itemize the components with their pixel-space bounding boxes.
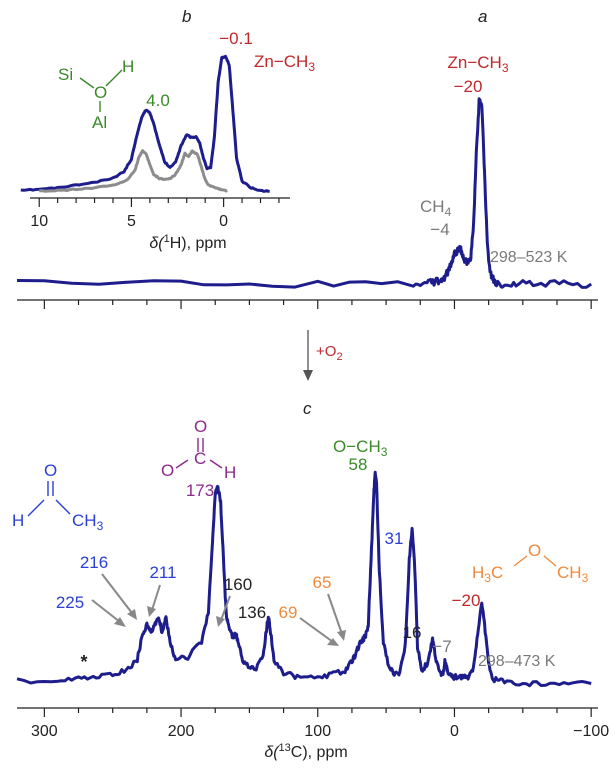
methoxy-structure: O−CH3	[333, 437, 388, 459]
tick-label-c--100: −100	[573, 723, 609, 740]
tick-label-c-100: 100	[304, 723, 331, 740]
tick-label-c-0: 0	[450, 723, 459, 740]
peak-label-minus7: −7	[432, 637, 451, 656]
panel-a-peak-label-ch4: −4	[430, 220, 449, 239]
panel-a-temperature: 298–523 K	[490, 249, 568, 266]
arrow-65	[327, 593, 343, 635]
peak-pointer-arrows	[91, 573, 346, 646]
struct-si: Si	[58, 65, 73, 84]
panel-c-label: c	[303, 399, 312, 418]
struct-al: Al	[92, 113, 107, 132]
spectrum-line-a-0	[16, 97, 593, 289]
svg-text:H: H	[224, 463, 236, 482]
panel-c-temperature: 298–473 K	[478, 653, 556, 670]
tick-label-b-10: 10	[30, 213, 48, 230]
spectrum-line-c-0	[16, 470, 592, 688]
panel-b-xlabel: δ(1H), ppm	[149, 233, 226, 252]
panel-a-ticks	[43, 300, 592, 309]
tick-label-b-0: 0	[219, 213, 228, 230]
peak-label-225: 225	[56, 593, 84, 612]
panel-b-peak-label-zn: −0.1	[219, 29, 253, 48]
peak-label-65: 65	[313, 573, 332, 592]
peak-label-16: 16	[403, 623, 422, 642]
tick-label-b-5: 5	[127, 213, 136, 230]
arrow-160	[220, 595, 231, 621]
svg-text:C: C	[194, 449, 206, 468]
tick-label-c-300: 300	[31, 723, 58, 740]
peak-label-69: 69	[279, 603, 298, 622]
svg-text:H3C: H3C	[472, 563, 503, 585]
panel-a-series	[16, 97, 593, 289]
panel-c-ticks: 300 200 100 0 −100	[31, 708, 609, 740]
svg-text:O: O	[161, 461, 174, 480]
peak-label-160: 160	[224, 575, 252, 594]
peak-label-216: 216	[80, 553, 108, 572]
svg-text:O−CH3: O−CH3	[333, 437, 388, 459]
spectrum-line-b-0	[20, 54, 270, 193]
panel-a: a Zn−CH3 −20 CH4 −4 298–523 K	[16, 7, 598, 309]
panel-b-label: b	[182, 7, 191, 26]
panel-c: c 300 200 100 0 −100 δ(13C), ppm 298–473 K O…	[12, 399, 609, 761]
arrow-69	[299, 617, 334, 643]
peak-label-31: 31	[385, 529, 404, 548]
svg-text:CH3: CH3	[557, 563, 589, 585]
panel-c-series	[16, 470, 592, 688]
peak-label-211: 211	[149, 563, 176, 582]
svg-text:CH3: CH3	[72, 511, 104, 533]
tick-label-c-200: 200	[168, 723, 195, 740]
svg-text:O: O	[194, 417, 207, 436]
panel-b: b 10 5 0 δ(1H), ppm −0.1 4.0 Zn−CH3 Si O H…	[20, 7, 315, 252]
panel-a-peak-label-zn: −20	[454, 77, 483, 96]
svg-text:H: H	[12, 511, 24, 530]
formate-structure: O O C H	[161, 417, 236, 482]
panel-a-species-ch4: CH4	[420, 197, 452, 219]
reaction-label: +O2	[316, 343, 343, 363]
svg-text:O: O	[44, 461, 57, 480]
struct-o: O	[94, 83, 107, 102]
panel-b-peak-label-sioh: 4.0	[146, 91, 170, 110]
peak-label-173: 173	[186, 481, 214, 500]
acetaldehyde-structure: O H CH3	[12, 461, 104, 533]
panel-c-xlabel: δ(13C), ppm	[264, 742, 347, 761]
spectrum-line-b-1	[39, 149, 228, 193]
si-oh-al-structure: Si O H Al	[58, 57, 134, 132]
panel-b-species-zn-ch3: Zn−CH3	[254, 52, 315, 74]
panel-a-label: a	[478, 7, 487, 26]
reaction-arrow: +O2	[303, 330, 343, 381]
peak-label-minus20: −20	[452, 591, 481, 610]
sideband-asterisk: *	[80, 652, 87, 672]
peak-label-58: 58	[349, 455, 368, 474]
dme-structure: H3C O CH3	[472, 541, 589, 585]
struct-h: H	[122, 57, 134, 76]
arrow-216	[101, 573, 133, 614]
peak-label-136: 136	[238, 603, 266, 622]
panel-b-series	[20, 54, 270, 193]
svg-text:O: O	[528, 541, 541, 560]
arrow-225	[91, 599, 121, 623]
panel-a-species-zn-ch3: Zn−CH3	[447, 53, 508, 75]
panel-b-ticks: 10 5 0	[30, 198, 280, 230]
arrow-211	[151, 584, 161, 611]
